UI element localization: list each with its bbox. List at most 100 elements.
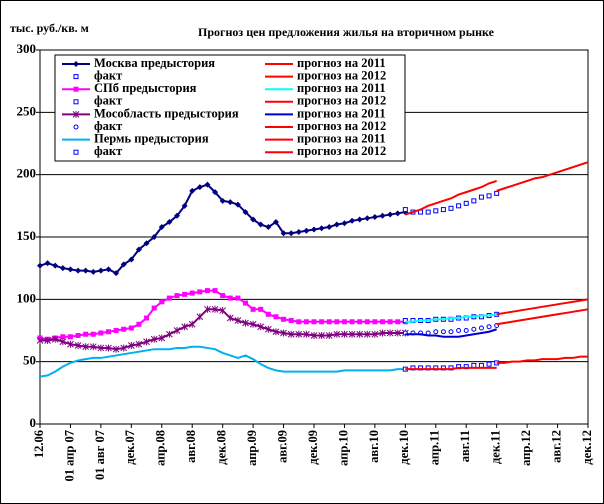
- marker: [318, 331, 325, 339]
- marker: [127, 341, 135, 349]
- marker: [341, 220, 348, 227]
- chart-title: Прогноз цен предложения жилья на вторичн…: [198, 25, 495, 39]
- marker: [73, 74, 79, 80]
- x-tick-label: апр.09: [245, 430, 259, 466]
- marker: [204, 305, 211, 313]
- series-line: [496, 161, 589, 192]
- x-tick-label: авг.09: [275, 430, 289, 463]
- x-tick-label: дек.08: [215, 430, 229, 465]
- marker: [67, 340, 74, 348]
- marker: [181, 323, 188, 331]
- marker: [303, 319, 309, 325]
- marker: [44, 260, 51, 267]
- marker: [486, 324, 492, 330]
- marker: [272, 219, 279, 226]
- legend-label: прогноз на 2011: [297, 56, 386, 70]
- marker: [371, 330, 379, 338]
- marker: [98, 330, 104, 336]
- marker: [235, 295, 241, 301]
- legend-label: Пермь предыстория: [94, 131, 209, 145]
- marker: [394, 210, 401, 217]
- marker: [311, 319, 317, 325]
- marker: [281, 316, 287, 322]
- marker: [73, 149, 79, 155]
- marker: [159, 299, 165, 305]
- marker: [44, 336, 51, 344]
- marker: [433, 208, 439, 214]
- marker: [197, 289, 203, 295]
- marker: [448, 329, 454, 335]
- marker: [303, 330, 310, 338]
- marker: [288, 230, 295, 237]
- marker: [243, 300, 248, 306]
- marker: [326, 224, 333, 231]
- marker: [158, 224, 165, 231]
- marker: [295, 330, 303, 338]
- marker: [280, 230, 287, 237]
- marker: [258, 306, 264, 312]
- marker: [73, 86, 79, 92]
- marker: [318, 225, 325, 232]
- marker: [212, 189, 219, 196]
- legend-label: прогноз на 2012: [297, 144, 386, 158]
- marker: [425, 209, 431, 215]
- legend-label: СПб предыстория: [94, 81, 197, 95]
- x-tick-label: авг.11: [458, 430, 472, 462]
- marker: [471, 362, 477, 368]
- marker: [380, 319, 385, 325]
- marker: [158, 334, 166, 342]
- marker: [36, 336, 44, 344]
- marker: [363, 330, 371, 338]
- marker: [296, 319, 302, 325]
- y-tick-label: 150: [17, 228, 37, 243]
- marker: [72, 110, 80, 118]
- marker: [364, 215, 371, 222]
- marker: [211, 305, 219, 313]
- marker: [280, 329, 287, 337]
- x-tick-label: дек.12: [580, 430, 594, 465]
- y-tick-label: 50: [23, 353, 36, 368]
- marker: [379, 212, 386, 219]
- marker: [182, 291, 188, 297]
- marker: [288, 318, 294, 324]
- legend-label: прогноз на 2012: [297, 68, 386, 82]
- x-tick-label: апр.08: [154, 430, 168, 466]
- marker: [189, 290, 195, 296]
- marker: [242, 209, 249, 216]
- legend-label: прогноз на 2012: [297, 119, 386, 133]
- marker: [143, 338, 150, 346]
- marker: [333, 221, 340, 228]
- marker: [234, 317, 242, 325]
- marker: [402, 207, 408, 213]
- legend-label: факт: [94, 94, 122, 108]
- marker: [105, 344, 112, 352]
- marker: [173, 327, 181, 334]
- marker: [303, 227, 310, 234]
- marker: [106, 329, 111, 335]
- marker: [440, 207, 446, 213]
- marker: [83, 331, 89, 337]
- x-tick-label: 01 апр 07: [62, 430, 76, 482]
- marker: [356, 216, 363, 223]
- marker: [60, 334, 66, 340]
- legend-label: факт: [94, 68, 122, 82]
- marker: [113, 270, 120, 277]
- x-tick-label: дек.11: [489, 430, 503, 464]
- x-tick-label: дек.09: [306, 430, 320, 465]
- marker: [67, 334, 73, 340]
- series-line: [39, 345, 406, 378]
- legend-label: прогноз на 2012: [297, 94, 386, 108]
- series-line: [405, 313, 497, 323]
- marker: [174, 293, 180, 299]
- marker: [75, 267, 82, 274]
- marker: [265, 224, 272, 231]
- marker: [478, 194, 484, 200]
- marker: [264, 325, 272, 333]
- marker: [250, 306, 256, 312]
- marker: [379, 329, 386, 337]
- marker: [325, 331, 333, 339]
- marker: [196, 184, 203, 191]
- marker: [220, 293, 226, 299]
- marker: [120, 344, 128, 352]
